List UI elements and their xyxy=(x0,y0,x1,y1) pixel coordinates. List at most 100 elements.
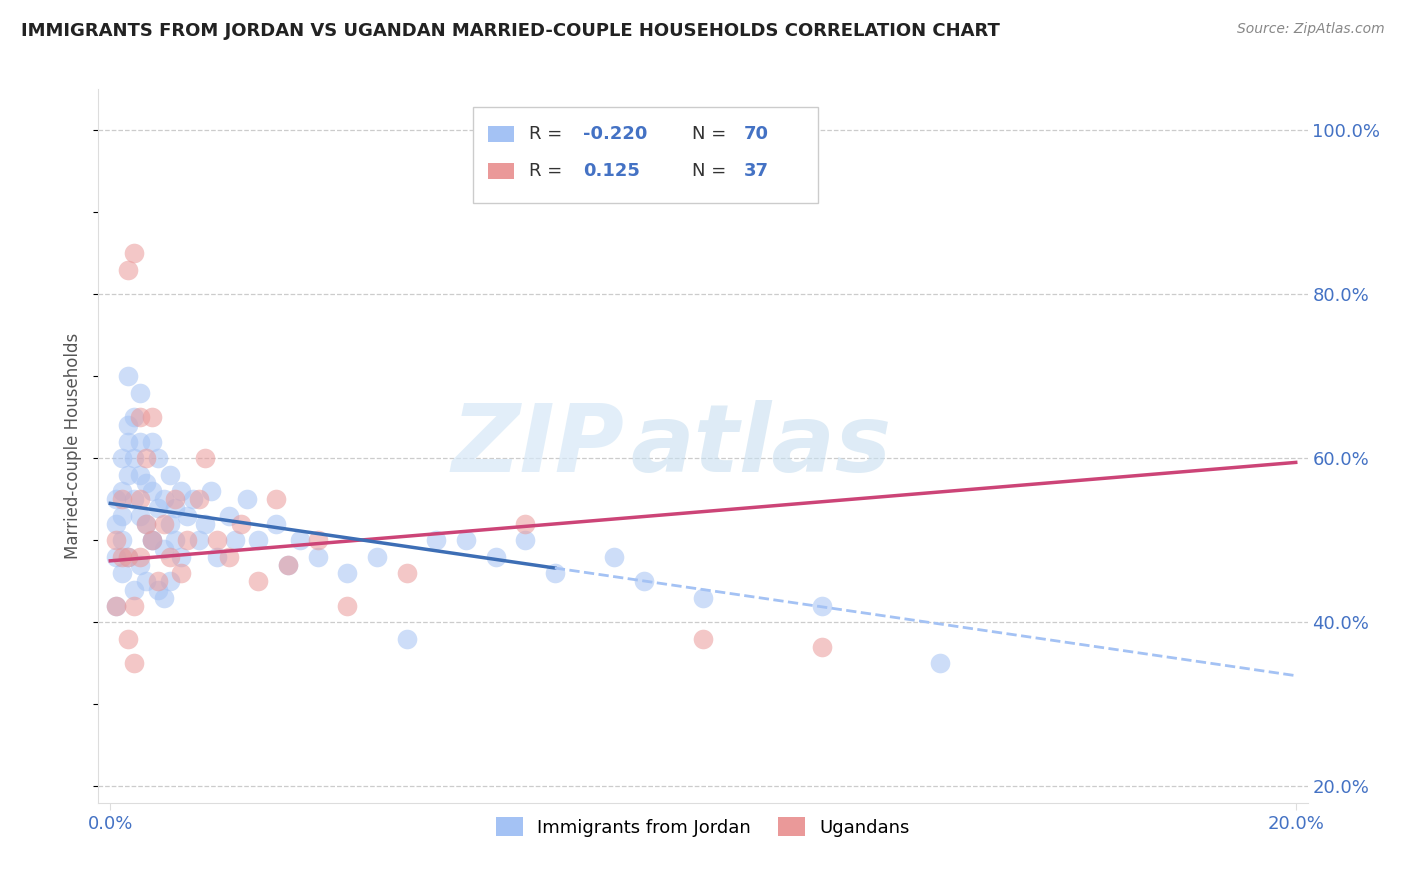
Point xyxy=(165,492,187,507)
Point xyxy=(129,410,152,425)
Point xyxy=(129,492,152,507)
Point xyxy=(146,574,169,589)
Point xyxy=(111,451,134,466)
Point xyxy=(117,632,139,646)
Point xyxy=(122,657,145,671)
Point xyxy=(159,516,181,531)
Point xyxy=(135,516,157,531)
Point xyxy=(929,657,952,671)
Point xyxy=(117,549,139,564)
Point xyxy=(129,508,152,523)
Point xyxy=(336,599,359,613)
Point xyxy=(235,492,257,507)
Point xyxy=(152,541,174,556)
Point xyxy=(141,434,163,449)
Point xyxy=(218,549,240,564)
Text: 70: 70 xyxy=(744,125,769,143)
Point xyxy=(603,549,626,564)
Text: R =: R = xyxy=(529,162,568,180)
Point xyxy=(105,599,128,613)
Point xyxy=(111,533,134,548)
Point xyxy=(170,484,193,499)
Point xyxy=(117,369,139,384)
Point xyxy=(264,492,287,507)
Point xyxy=(105,533,128,548)
Point xyxy=(218,508,240,523)
Point xyxy=(188,492,211,507)
Point xyxy=(176,533,198,548)
Point xyxy=(692,591,714,605)
Text: 0.125: 0.125 xyxy=(583,162,640,180)
FancyBboxPatch shape xyxy=(474,107,818,203)
FancyBboxPatch shape xyxy=(488,163,515,179)
Point xyxy=(810,599,832,613)
Point xyxy=(122,582,145,597)
Point xyxy=(122,451,145,466)
Point xyxy=(141,533,163,548)
Point xyxy=(111,566,134,581)
Point xyxy=(277,558,299,572)
Point xyxy=(111,492,134,507)
Point xyxy=(135,451,157,466)
Point xyxy=(111,508,134,523)
Point xyxy=(117,467,139,482)
Point xyxy=(194,451,217,466)
Point xyxy=(117,434,139,449)
Point xyxy=(152,591,174,605)
Point xyxy=(810,640,832,654)
Point xyxy=(129,558,152,572)
Point xyxy=(188,533,211,548)
Point xyxy=(515,516,537,531)
Point xyxy=(141,533,163,548)
Y-axis label: Married-couple Households: Married-couple Households xyxy=(65,333,83,559)
Point xyxy=(264,516,287,531)
FancyBboxPatch shape xyxy=(488,127,515,142)
Text: ZIP: ZIP xyxy=(451,400,624,492)
Point xyxy=(159,574,181,589)
Point xyxy=(129,434,152,449)
Point xyxy=(152,516,174,531)
Point xyxy=(105,516,128,531)
Text: atlas: atlas xyxy=(630,400,891,492)
Legend: Immigrants from Jordan, Ugandans: Immigrants from Jordan, Ugandans xyxy=(489,810,917,844)
Point xyxy=(633,574,655,589)
Point xyxy=(307,549,329,564)
Point xyxy=(170,566,193,581)
Point xyxy=(111,549,134,564)
Point xyxy=(129,385,152,400)
Point xyxy=(515,533,537,548)
Point xyxy=(105,492,128,507)
Point xyxy=(129,549,152,564)
Point xyxy=(105,599,128,613)
Point xyxy=(146,582,169,597)
Point xyxy=(159,467,181,482)
Point xyxy=(395,632,418,646)
Point xyxy=(146,451,169,466)
Point xyxy=(141,410,163,425)
Point xyxy=(117,262,139,277)
Point xyxy=(129,467,152,482)
Text: IMMIGRANTS FROM JORDAN VS UGANDAN MARRIED-COUPLE HOUSEHOLDS CORRELATION CHART: IMMIGRANTS FROM JORDAN VS UGANDAN MARRIE… xyxy=(21,22,1000,40)
Text: N =: N = xyxy=(692,125,733,143)
Point xyxy=(122,246,145,260)
Point xyxy=(307,533,329,548)
Point xyxy=(122,410,145,425)
Point xyxy=(105,549,128,564)
Point xyxy=(165,533,187,548)
Text: R =: R = xyxy=(529,125,568,143)
Point xyxy=(176,508,198,523)
Point xyxy=(146,500,169,515)
Point xyxy=(181,492,204,507)
Point xyxy=(544,566,567,581)
Point xyxy=(484,549,506,564)
Text: N =: N = xyxy=(692,162,733,180)
Point xyxy=(224,533,246,548)
Text: 37: 37 xyxy=(744,162,769,180)
Point xyxy=(152,492,174,507)
Point xyxy=(288,533,311,548)
Point xyxy=(135,516,157,531)
Point xyxy=(247,533,270,548)
Point xyxy=(117,549,139,564)
Point xyxy=(122,599,145,613)
Point xyxy=(336,566,359,581)
